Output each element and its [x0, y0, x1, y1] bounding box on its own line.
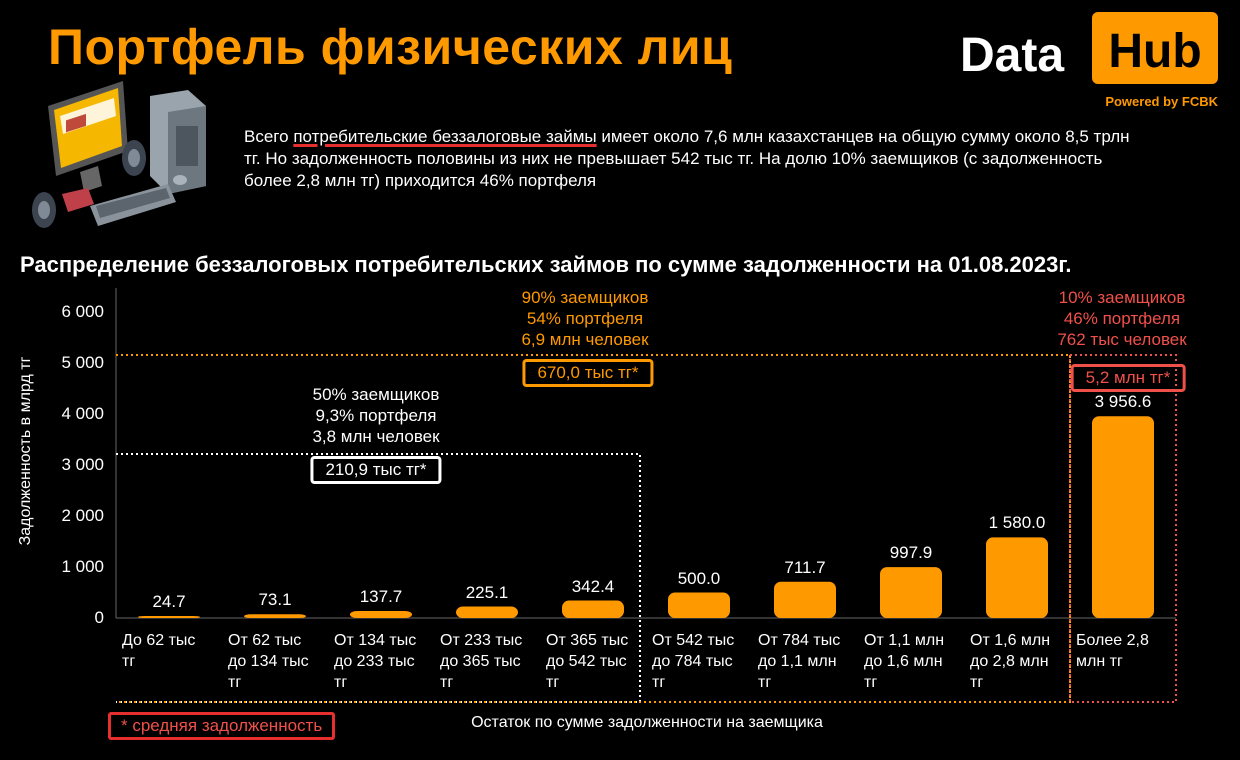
category-label-line: От 365 тыс: [546, 632, 629, 649]
group-90-line: 54% портфеля: [526, 309, 644, 328]
category-label: От 542 тыс до 784 тыс тг: [652, 630, 752, 693]
y-tick-label: 3 000: [61, 455, 104, 474]
page-title: Портфель физических лиц: [48, 19, 733, 75]
footnote: * средняя задолженность: [108, 712, 336, 740]
category-label-line: Более 2,8: [1076, 632, 1149, 649]
bar-value-label: 500.0: [677, 568, 721, 588]
category-label-line: тг: [864, 674, 878, 691]
group-10-bracket: [1069, 354, 1177, 703]
group-50-average: 210,9 тыс тг*: [310, 456, 442, 484]
logo-powered-text: Powered by FCBK: [1105, 94, 1218, 109]
y-tick-label: 5 000: [61, 353, 104, 372]
category-label: От 784 тыс до 1,1 млн тг: [758, 630, 858, 693]
category-label: От 134 тыс до 233 тыс тг: [334, 630, 434, 693]
bar-value-label: 3 956.6: [1094, 392, 1152, 412]
category-label-line: От 62 тыс: [228, 632, 302, 649]
group-50-annotation: 50% заемщиков 9,3% портфеля 3,8 млн чело…: [312, 384, 439, 447]
category-label: До 62 тыс тг: [122, 630, 222, 672]
computer-illustration-icon: [32, 81, 206, 228]
category-label-line: до 2,8 млн: [970, 653, 1049, 670]
group-50-bracket: [116, 453, 641, 703]
y-tick-label: 2 000: [61, 506, 104, 525]
category-label-line: до 1,6 млн: [864, 653, 943, 670]
category-label: От 1,1 млн до 1,6 млн тг: [864, 630, 964, 693]
category-label: От 233 тыс до 365 тыс тг: [440, 630, 540, 693]
group-90-average: 670,0 тыс тг*: [522, 359, 654, 387]
category-label-line: тг: [228, 674, 242, 691]
group-50-line: 50% заемщиков: [312, 385, 440, 404]
y-tick-label: 6 000: [61, 302, 104, 321]
category-label-line: От 233 тыс: [440, 632, 523, 649]
bar: [880, 567, 942, 618]
category-label-line: млн тг: [1076, 653, 1123, 670]
category-label-line: От 1,6 млн: [970, 632, 1051, 649]
bar-value-label: 137.7: [359, 586, 403, 606]
group-90-line: 90% заемщиков: [521, 288, 649, 307]
intro-paragraph: Всего потребительские беззалоговые займы…: [244, 126, 1144, 192]
category-label-line: до 784 тыс: [652, 653, 733, 670]
y-tick-label: 0: [94, 608, 104, 627]
bar-value-label: 997.9: [889, 543, 933, 563]
bar: [774, 581, 836, 618]
group-50-line: 3,8 млн человек: [312, 427, 440, 446]
bar-value-label: 225.1: [465, 582, 509, 602]
bar: [986, 537, 1048, 618]
category-label-line: тг: [758, 674, 772, 691]
x-axis-label: Остаток по сумме задолженности на заемщи…: [471, 714, 823, 731]
category-label-line: до 1,1 млн: [758, 653, 837, 670]
category-label: От 1,6 млн до 2,8 млн тг: [970, 630, 1070, 693]
logo-hub-text: Hub: [1108, 25, 1202, 78]
bar-value-label: 342.4: [571, 576, 615, 596]
bar: [244, 614, 306, 618]
y-tick-label: 1 000: [61, 557, 104, 576]
group-50-line: 9,3% портфеля: [315, 406, 437, 425]
category-label-line: тг: [652, 674, 666, 691]
group-10-line: 10% заемщиков: [1058, 288, 1186, 307]
intro-text: имеет около 7,6 млн казахстанцев на общу…: [244, 127, 1130, 190]
category-label-line: тг: [334, 674, 348, 691]
group-10-line: 762 тыс человек: [1057, 330, 1187, 349]
group-10-line: 46% портфеля: [1063, 309, 1181, 328]
category-label-line: От 1,1 млн: [864, 632, 945, 649]
category-label-line: тг: [546, 674, 560, 691]
bar-value-label: 1 580.0: [988, 513, 1046, 533]
group-90-annotation: 90% заемщиков 54% портфеля 6,9 млн челов…: [521, 287, 648, 350]
intro-prefix: Всего: [244, 127, 294, 146]
bar: [1092, 416, 1154, 618]
bar: [668, 592, 730, 618]
category-label: От 62 тыс до 134 тыс тг: [228, 630, 328, 693]
group-10-annotation: 10% заемщиков 46% портфеля 762 тыс челов…: [1057, 287, 1186, 350]
category-label-line: до 542 тыс: [546, 653, 627, 670]
bar: [562, 600, 624, 618]
category-label-line: тг: [970, 674, 984, 691]
bar-value-label: 24.7: [152, 592, 186, 611]
y-tick-label: 4 000: [61, 404, 104, 423]
category-label-line: От 784 тыс: [758, 632, 841, 649]
logo-data-text: Data: [960, 29, 1065, 82]
category-label: Более 2,8 млн тг: [1076, 630, 1176, 672]
bar-value-label: 73.1: [258, 590, 292, 610]
group-90-bracket: [116, 354, 1071, 703]
category-label-line: до 233 тыс: [334, 653, 415, 670]
category-label-line: тг: [440, 674, 454, 691]
category-label-line: От 542 тыс: [652, 632, 735, 649]
category-label-line: тг: [122, 653, 136, 670]
category-label-line: до 134 тыс: [228, 653, 309, 670]
category-label: От 365 тыс до 542 тыс тг: [546, 630, 646, 693]
bar-value-label: 711.7: [784, 557, 826, 577]
datahub-logo: Data Hub Powered by FCBK: [958, 12, 1220, 112]
logo-hub-box: Hub: [1092, 12, 1218, 84]
group-90-line: 6,9 млн человек: [521, 330, 649, 349]
category-label-line: До 62 тыс: [122, 632, 196, 649]
bar: [456, 606, 518, 618]
bar: [350, 610, 412, 618]
bar: [138, 616, 200, 618]
group-10-average: 5,2 млн тг*: [1070, 364, 1186, 392]
intro-highlight: потребительские беззалоговые займы: [293, 127, 597, 146]
category-label-line: От 134 тыс: [334, 632, 417, 649]
category-label-line: до 365 тыс: [440, 653, 521, 670]
chart-title: Распределение беззалоговых потребительск…: [20, 252, 1072, 277]
